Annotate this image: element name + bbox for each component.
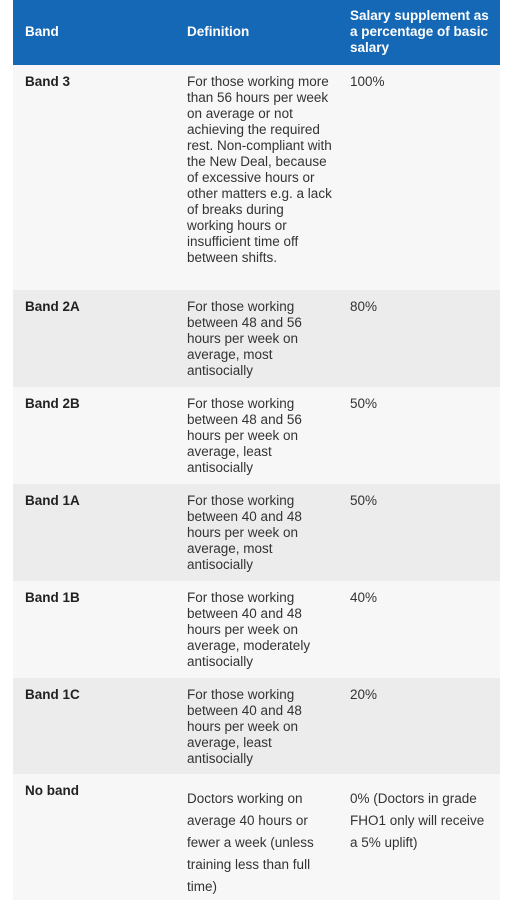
definition-cell: For those working more than 56 hours per… (187, 74, 332, 265)
salary-cell: 0% (Doctors in grade FHO1 only will rece… (350, 791, 485, 850)
header-salary: Salary supplement as a percentage of bas… (350, 8, 489, 55)
table-row: No band Doctors working on average 40 ho… (13, 774, 500, 900)
band-cell: Band 1A (25, 493, 80, 508)
definition-cell: Doctors working on average 40 hours or f… (187, 791, 314, 894)
table-row: Band 1C For those working between 40 and… (13, 678, 500, 774)
salary-cell: 80% (350, 299, 378, 314)
table-row: Band 2A For those working between 48 and… (13, 290, 500, 387)
definition-cell: For those working between 40 and 48 hour… (187, 687, 302, 766)
band-cell: Band 2A (25, 299, 80, 314)
band-cell: Band 1B (25, 590, 80, 605)
definition-cell: For those working between 40 and 48 hour… (187, 493, 302, 572)
definition-cell: For those working between 48 and 56 hour… (187, 396, 302, 475)
band-cell: Band 3 (25, 74, 71, 89)
table-row: Band 1B For those working between 40 and… (13, 581, 500, 678)
band-cell: No band (25, 783, 79, 798)
header-definition: Definition (187, 24, 250, 39)
definition-cell: For those working between 40 and 48 hour… (187, 590, 311, 669)
salary-cell: 50% (350, 493, 378, 508)
salary-cell: 100% (350, 74, 385, 89)
table-header: Band Definition Salary supplement as a p… (13, 0, 500, 65)
band-cell: Band 2B (25, 396, 80, 411)
header-band: Band (25, 24, 59, 39)
salary-cell: 20% (350, 687, 378, 702)
table-row: Band 2B For those working between 48 and… (13, 387, 500, 484)
salary-cell: 40% (350, 590, 378, 605)
band-cell: Band 1C (25, 687, 80, 702)
table-row: Band 1A For those working between 40 and… (13, 484, 500, 581)
table-row: Band 3 For those working more than 56 ho… (13, 65, 500, 290)
salary-cell: 50% (350, 396, 378, 411)
band-table: Band Definition Salary supplement as a p… (13, 0, 500, 900)
definition-cell: For those working between 48 and 56 hour… (187, 299, 302, 378)
